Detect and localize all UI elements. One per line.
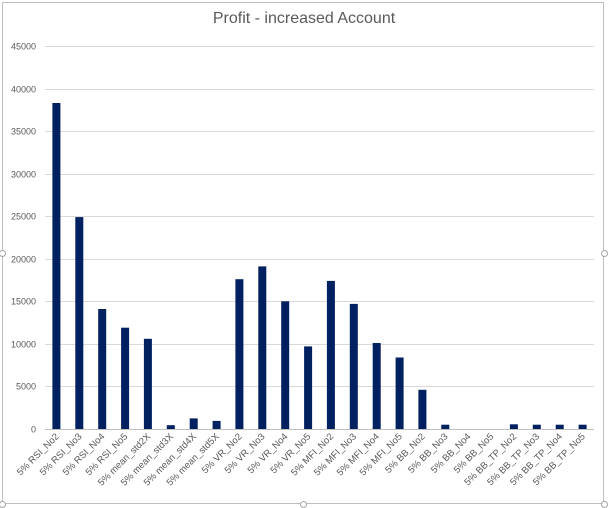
y-tick-label: 0 xyxy=(31,425,36,435)
bar[interactable] xyxy=(258,266,267,429)
bar[interactable] xyxy=(509,424,518,429)
bar[interactable] xyxy=(281,301,290,429)
y-tick-label: 45000 xyxy=(11,42,36,52)
y-tick-label: 40000 xyxy=(11,85,36,95)
bar[interactable] xyxy=(418,389,427,429)
bar[interactable] xyxy=(212,420,221,429)
bar[interactable] xyxy=(326,280,335,429)
bar[interactable] xyxy=(395,357,404,430)
bar[interactable] xyxy=(166,425,175,429)
bar[interactable] xyxy=(372,343,381,429)
resize-handle-bottom-right[interactable] xyxy=(601,501,608,508)
bar[interactable] xyxy=(578,424,587,429)
y-tick-label: 20000 xyxy=(11,255,36,265)
bar[interactable] xyxy=(121,327,130,429)
y-tick-label: 15000 xyxy=(11,297,36,307)
bar[interactable] xyxy=(349,303,358,429)
y-tick-label: 25000 xyxy=(11,212,36,222)
resize-handle-left[interactable] xyxy=(0,250,6,257)
bar[interactable] xyxy=(189,418,198,429)
resize-handle-right[interactable] xyxy=(601,250,608,257)
bar[interactable] xyxy=(441,424,450,429)
y-tick-label: 35000 xyxy=(11,127,36,137)
bar[interactable] xyxy=(52,103,61,429)
bar[interactable] xyxy=(235,279,244,429)
bar[interactable] xyxy=(75,217,84,429)
y-tick-label: 30000 xyxy=(11,170,36,180)
y-tick-label: 10000 xyxy=(11,340,36,350)
bar[interactable] xyxy=(304,346,313,429)
resize-handle-bottom[interactable] xyxy=(300,501,307,508)
chart-title: Profit - increased Account xyxy=(212,10,396,27)
bar[interactable] xyxy=(555,424,564,429)
bar[interactable] xyxy=(143,338,152,429)
y-tick-label: 5000 xyxy=(16,382,36,392)
bar[interactable] xyxy=(532,424,541,429)
bar[interactable] xyxy=(98,309,107,429)
